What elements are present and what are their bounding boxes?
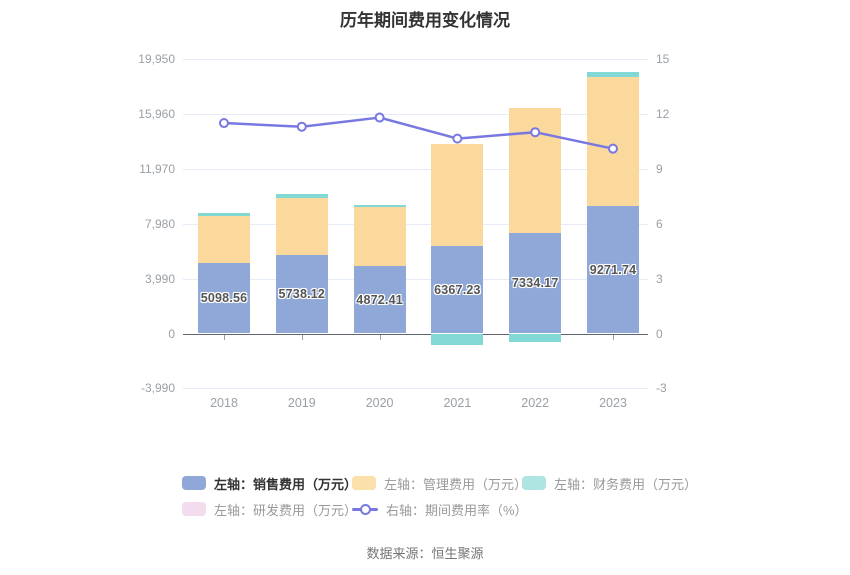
- legend-line-icon: [352, 502, 378, 516]
- right-axis-tick: 12: [656, 106, 670, 121]
- right-axis-tick: 15: [656, 52, 670, 66]
- gridline: [183, 168, 648, 170]
- left-axis-tick: 11,970: [139, 161, 175, 176]
- bar-2018-management[interactable]: [198, 216, 250, 264]
- bar-2020-finance[interactable]: [353, 204, 406, 207]
- line-point-2019[interactable]: [296, 121, 307, 132]
- bar-value-label: 6367.23: [434, 282, 481, 297]
- chart-title: 历年期间费用变化情况: [340, 11, 510, 30]
- bar-2022-finance[interactable]: [509, 333, 562, 343]
- bar-2019-finance[interactable]: [275, 194, 328, 198]
- legend-item-management[interactable]: 左轴：管理费用（万元）: [352, 474, 527, 493]
- bar-2020-management[interactable]: [353, 206, 406, 267]
- axis-tick-mark: [224, 334, 225, 340]
- bar-2022-sales[interactable]: [509, 232, 562, 334]
- gridline: [183, 388, 648, 390]
- legend: 左轴：销售费用（万元） 左轴：管理费用（万元） 左轴：财务费用（万元） 左轴：研发费用…: [182, 470, 842, 522]
- right-axis-tick: 3: [656, 271, 663, 286]
- legend-label: 右轴：期间费用率（%）: [386, 502, 528, 518]
- gridline: [183, 278, 648, 280]
- line-point-2018[interactable]: [219, 118, 229, 129]
- x-axis-label-2019: 2019: [287, 396, 316, 410]
- legend-item-ratio[interactable]: 右轴：期间费用率（%）: [352, 500, 528, 519]
- gridline: [183, 113, 648, 115]
- legend-item-finance[interactable]: 左轴：财务费用（万元）: [522, 474, 697, 493]
- left-axis-tick: 19,950: [138, 52, 175, 66]
- axis-tick-mark: [613, 334, 614, 340]
- axis-tick-mark: [379, 334, 381, 340]
- bar-value-label: 5098.56: [200, 291, 248, 306]
- legend-label: 左轴：管理费用（万元）: [384, 476, 528, 492]
- left-axis-tick: 3,990: [144, 271, 175, 286]
- legend-swatch-management-icon: [352, 476, 376, 490]
- gridline: [183, 59, 648, 60]
- data-source: 数据来源：恒生聚源: [366, 546, 484, 561]
- bar-2019-management[interactable]: [275, 197, 328, 255]
- bar-2023-management[interactable]: [587, 76, 639, 206]
- legend-label: 左轴：研发费用（万元）: [214, 502, 358, 518]
- x-axis-label-2022: 2022: [521, 396, 550, 410]
- legend-line-marker: [360, 504, 371, 515]
- bar-2019-sales[interactable]: [275, 254, 328, 334]
- x-axis-label-2018: 2018: [210, 396, 238, 410]
- right-axis-tick: 0: [656, 326, 663, 341]
- left-axis-tick: 15,960: [138, 106, 175, 121]
- bar-2020-sales[interactable]: [353, 266, 406, 334]
- x-axis-label-2021: 2021: [443, 396, 472, 410]
- gridline: [183, 223, 648, 225]
- legend-swatch-sales-icon: [182, 476, 206, 490]
- bar-2021-finance[interactable]: [431, 333, 484, 346]
- bar-2018-finance[interactable]: [198, 212, 250, 217]
- bar-value-label: 9271.74: [589, 262, 637, 277]
- bar-2021-sales[interactable]: [431, 245, 484, 334]
- bar-2023-sales[interactable]: [587, 205, 639, 334]
- left-axis-tick: 0: [168, 326, 175, 341]
- legend-row: 左轴：研发费用（万元） 右轴：期间费用率（%）: [182, 496, 842, 522]
- legend-item-sales[interactable]: 左轴：销售费用（万元）: [182, 474, 357, 493]
- x-axis-label-2020: 2020: [365, 396, 394, 410]
- x-axis-label-2023: 2023: [599, 396, 627, 410]
- bar-2022-management[interactable]: [509, 108, 562, 233]
- left-axis-tick: -3,990: [140, 381, 175, 396]
- axis-tick-mark: [301, 334, 303, 340]
- left-axis-tick: 7,980: [144, 216, 175, 231]
- bar-2018-sales[interactable]: [198, 263, 250, 334]
- line-point-2021[interactable]: [452, 133, 463, 144]
- legend-row: 左轴：销售费用（万元） 左轴：管理费用（万元） 左轴：财务费用（万元）: [182, 470, 842, 496]
- legend-label: 左轴：财务费用（万元）: [554, 476, 698, 492]
- bar-value-label: 4872.41: [356, 292, 403, 307]
- bar-2021-management[interactable]: [431, 144, 484, 246]
- bar-value-label: 5738.12: [278, 287, 326, 302]
- legend-swatch-rd-icon: [182, 502, 206, 516]
- bar-2023-finance[interactable]: [587, 72, 639, 77]
- legend-swatch-finance-icon: [522, 476, 546, 490]
- right-axis-tick: 9: [656, 161, 663, 176]
- legend-item-rd[interactable]: 左轴：研发费用（万元）: [182, 500, 357, 519]
- right-axis-tick: 6: [656, 216, 663, 231]
- x-axis-line: [183, 333, 648, 335]
- right-axis-tick: -3: [656, 381, 667, 396]
- bar-value-label: 7334.17: [511, 276, 559, 291]
- legend-label: 左轴：销售费用（万元）: [214, 476, 358, 492]
